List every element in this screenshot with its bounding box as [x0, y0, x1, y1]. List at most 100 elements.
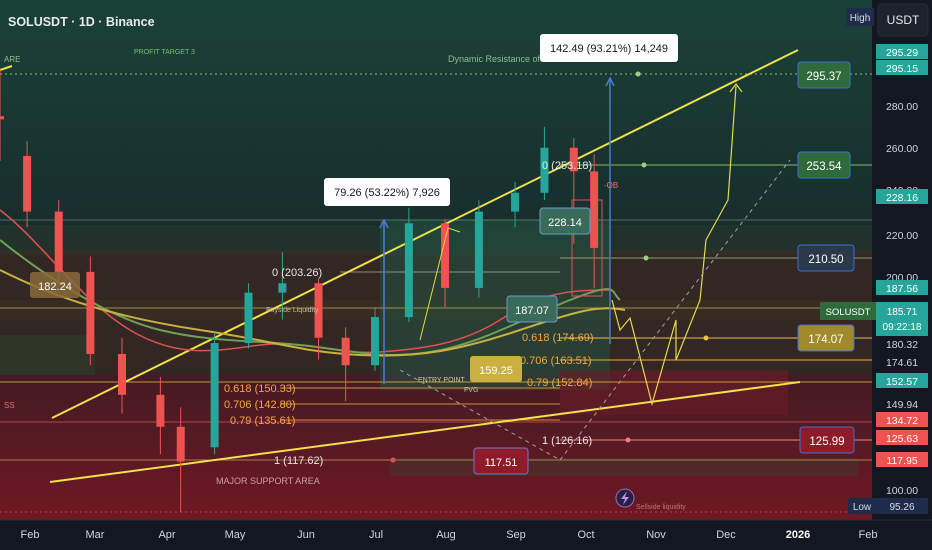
upper-trendline[interactable] — [51, 49, 799, 419]
projection-arrow-icon — [729, 83, 743, 93]
svg-text:228.14: 228.14 — [548, 217, 582, 229]
current-symbol: SOLUSDT — [826, 307, 871, 318]
price-tick-label: 152.57 — [886, 376, 918, 388]
candle-13 — [404, 223, 413, 318]
price-tick-bg — [876, 452, 928, 467]
target-tag: 125.99 — [799, 426, 855, 454]
price-tag: 187.07 — [506, 295, 558, 323]
svg-text:187.07: 187.07 — [515, 305, 549, 317]
time-axis-label: Aug — [436, 529, 456, 541]
fib-dot — [643, 255, 649, 261]
time-axis-label: Dec — [716, 529, 736, 541]
svg-text:295.37: 295.37 — [806, 71, 841, 83]
target-tag: 174.07 — [797, 324, 855, 352]
fib-dot — [703, 335, 709, 341]
price-tick-label: 134.72 — [886, 415, 918, 427]
target-tag: 253.54 — [797, 151, 851, 179]
upper-trendline-left — [0, 65, 13, 71]
projection-path — [611, 85, 737, 407]
ma-mid — [0, 239, 621, 356]
candle-17 — [540, 147, 549, 193]
price-tick-label: 117.95 — [886, 455, 917, 467]
svg-text:117.51: 117.51 — [485, 457, 518, 469]
profit-target-label: PROFIT TARGET 3 — [134, 49, 195, 56]
fib-label: 0.706 (142.80) — [224, 399, 296, 411]
low-badge — [848, 498, 876, 514]
lightning-bolt-icon — [621, 491, 629, 505]
fib-label: 0.79 (152.84) — [527, 377, 592, 389]
price-tick-label: 260.00 — [886, 143, 918, 155]
price-tick-bg — [876, 189, 928, 204]
fib-dot — [641, 162, 647, 168]
buyside-liquidity-label: Buyside Liquidity — [266, 307, 319, 314]
price-tick-bg — [876, 373, 928, 388]
lower-trendline[interactable] — [49, 381, 801, 483]
fib-dot — [625, 437, 631, 443]
current-price-tag — [876, 302, 928, 336]
measure-box-right: 142.49 (93.21%) 14,249 — [540, 34, 678, 62]
price-tick-bg — [876, 44, 928, 59]
resistance-band — [0, 225, 872, 255]
projection-left — [419, 227, 461, 341]
high-badge-label: High — [850, 13, 871, 24]
support-band — [390, 458, 858, 476]
bullish-zone — [0, 0, 872, 250]
price-tick-bg — [876, 60, 928, 75]
left-edge-label: ARE — [4, 55, 20, 64]
price-tick-label: 149.94 — [886, 399, 918, 411]
price-tag: 182.24 — [30, 272, 80, 298]
fib-label: 1 (117.62) — [274, 455, 323, 467]
liquidity-label: Sellside liquidity — [636, 504, 686, 511]
major-support-label: MAJOR SUPPORT AREA — [216, 476, 320, 486]
candle-12 — [371, 317, 380, 366]
candle-11 — [341, 337, 350, 366]
time-axis-label: May — [225, 529, 246, 541]
dashed-path-2 — [399, 369, 561, 461]
price-tag: 159.25 — [470, 356, 522, 382]
level-lines — [0, 73, 872, 513]
price-tick-bg — [876, 412, 928, 427]
candle-1 — [23, 155, 32, 212]
candle-3 — [86, 271, 95, 355]
countdown: 09:22:18 — [883, 322, 922, 333]
time-axis-label: Jul — [369, 529, 383, 541]
time-axis-label: Feb — [21, 529, 40, 541]
svg-text:159.25: 159.25 — [479, 365, 513, 377]
low-value-tag — [876, 498, 928, 514]
fib-dot — [390, 457, 396, 463]
fib-dot — [635, 71, 641, 77]
svg-text:174.07: 174.07 — [808, 334, 843, 346]
left-edge-label-2: SS — [4, 401, 15, 410]
fvg-zone — [560, 370, 788, 415]
target-tag: 210.50 — [797, 244, 855, 272]
ob-label: -OB — [604, 181, 618, 190]
price-tick-label: 295.15 — [886, 63, 918, 75]
price-tick-label: 125.63 — [886, 433, 918, 445]
price-tick-label: 295.29 — [886, 47, 918, 59]
candle-15 — [474, 211, 483, 288]
arrow-up-icon — [605, 76, 615, 87]
current-symbol-tag — [820, 302, 876, 320]
fvg-label: FVG — [464, 387, 478, 394]
candle-6 — [176, 426, 185, 462]
time-axis[interactable] — [0, 520, 932, 550]
candles — [0, 67, 599, 512]
currency-button[interactable] — [877, 3, 929, 37]
mid-band — [0, 300, 872, 320]
measure-box-text: 79.26 (53.22%) 7,926 — [334, 187, 440, 199]
candle-9 — [278, 283, 287, 293]
svg-text:253.54: 253.54 — [806, 161, 842, 173]
candle-7 — [210, 343, 219, 448]
time-axis-label: Jun — [297, 529, 315, 541]
fib-label: 0.79 (135.61) — [230, 415, 295, 427]
time-axis-labels: Feb Mar Apr May Jun Jul Aug Sep Oct Nov Dec 2026 Feb — [21, 529, 878, 541]
svg-text:182.24: 182.24 — [38, 281, 72, 293]
time-axis-label: Apr — [158, 529, 175, 541]
candle-0 — [0, 116, 4, 120]
fib-label: 0.618 (150.33) — [224, 383, 296, 395]
high-badge — [846, 8, 874, 26]
price-tick-bg — [876, 430, 928, 445]
time-axis-label: 2026 — [786, 529, 810, 541]
